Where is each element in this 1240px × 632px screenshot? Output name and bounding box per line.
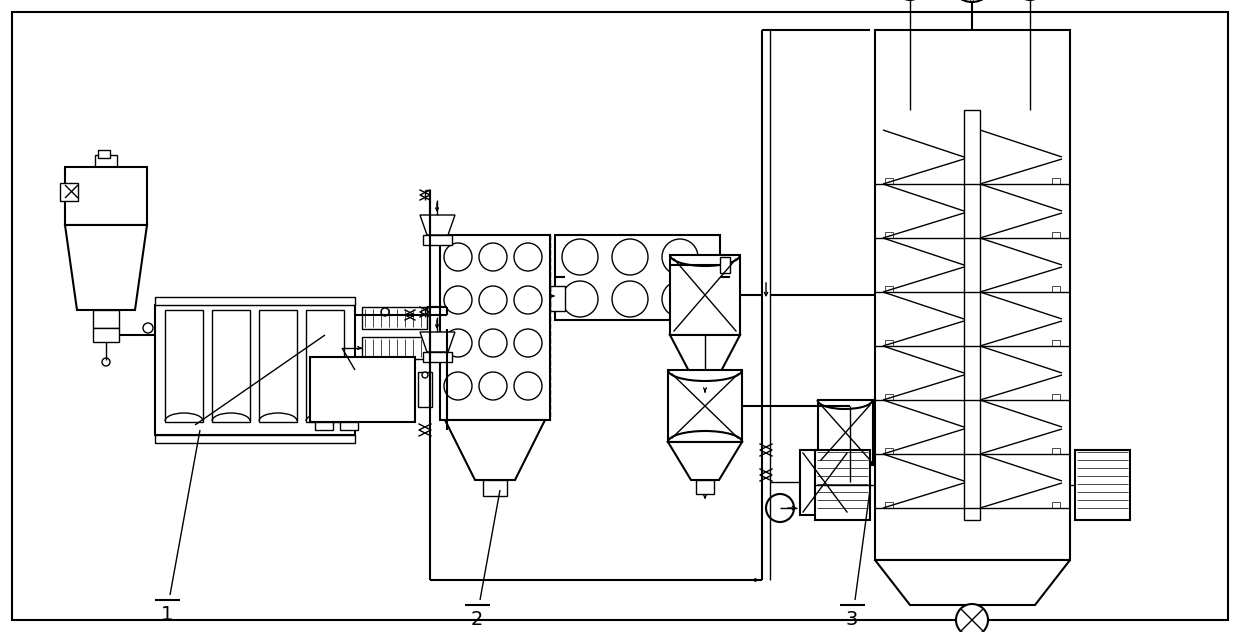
Circle shape: [515, 372, 542, 400]
Bar: [1052, 286, 1060, 292]
Bar: [885, 232, 893, 238]
Bar: [885, 286, 893, 292]
Bar: [696, 480, 714, 494]
Circle shape: [479, 329, 507, 357]
Polygon shape: [670, 335, 740, 375]
Bar: [423, 235, 453, 245]
Text: 1: 1: [161, 605, 174, 624]
Text: 2: 2: [471, 610, 484, 629]
Bar: [885, 178, 893, 184]
Bar: [668, 370, 742, 442]
Circle shape: [662, 281, 698, 317]
Bar: [800, 450, 849, 515]
Bar: [418, 372, 432, 407]
Circle shape: [422, 372, 428, 378]
Polygon shape: [420, 332, 455, 352]
Circle shape: [444, 372, 472, 400]
Bar: [484, 480, 507, 496]
Circle shape: [102, 358, 110, 366]
Circle shape: [562, 281, 598, 317]
Bar: [1052, 448, 1060, 454]
Circle shape: [479, 286, 507, 314]
Bar: [885, 502, 893, 508]
Circle shape: [479, 372, 507, 400]
Bar: [720, 257, 730, 273]
Bar: [670, 255, 740, 335]
Circle shape: [662, 239, 698, 275]
Polygon shape: [875, 560, 1070, 605]
Bar: [95, 155, 117, 167]
Bar: [556, 235, 720, 320]
Circle shape: [444, 243, 472, 271]
Bar: [885, 448, 893, 454]
Circle shape: [515, 243, 542, 271]
Bar: [306, 310, 343, 422]
Bar: [696, 375, 714, 389]
Circle shape: [515, 286, 542, 314]
Circle shape: [562, 239, 598, 275]
Bar: [423, 352, 453, 362]
Bar: [815, 450, 870, 520]
Bar: [165, 310, 203, 422]
Bar: [818, 400, 873, 465]
Polygon shape: [420, 215, 455, 235]
Bar: [1075, 450, 1130, 520]
Bar: [885, 394, 893, 400]
Circle shape: [444, 329, 472, 357]
Circle shape: [444, 286, 472, 314]
Circle shape: [381, 308, 389, 316]
Bar: [875, 30, 1070, 560]
Circle shape: [515, 329, 542, 357]
Polygon shape: [64, 225, 148, 310]
Text: 3: 3: [846, 610, 858, 629]
Polygon shape: [668, 442, 742, 480]
Circle shape: [956, 604, 988, 632]
Bar: [885, 340, 893, 346]
Bar: [1052, 232, 1060, 238]
Circle shape: [950, 0, 994, 2]
Bar: [259, 310, 298, 422]
Circle shape: [613, 281, 649, 317]
Polygon shape: [445, 420, 546, 480]
Bar: [362, 337, 427, 359]
Bar: [1052, 340, 1060, 346]
Circle shape: [479, 243, 507, 271]
Bar: [963, 110, 980, 520]
Bar: [98, 150, 110, 158]
Circle shape: [766, 494, 794, 522]
Bar: [551, 286, 565, 311]
Bar: [60, 183, 78, 201]
Bar: [1052, 394, 1060, 400]
Bar: [64, 167, 148, 225]
Bar: [155, 305, 355, 435]
Bar: [440, 235, 551, 420]
Circle shape: [613, 239, 649, 275]
Bar: [93, 310, 119, 328]
Bar: [155, 297, 355, 305]
Bar: [315, 422, 334, 430]
Bar: [1052, 502, 1060, 508]
Bar: [340, 422, 358, 430]
Bar: [212, 310, 250, 422]
Bar: [310, 357, 415, 422]
Bar: [1052, 178, 1060, 184]
Circle shape: [143, 323, 153, 333]
Bar: [93, 328, 119, 342]
Bar: [362, 307, 427, 329]
Bar: [155, 435, 355, 443]
